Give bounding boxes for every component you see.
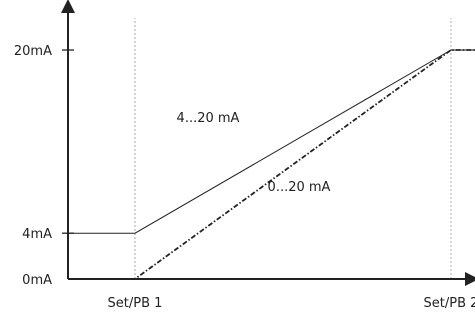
series-label-1: 4...20 mA xyxy=(177,111,240,126)
x-tick-label-2: Set/PB 2 xyxy=(424,296,475,311)
tick-layer: 20mA 4mA 0mA Set/PB 1 Set/PB 2 xyxy=(14,44,475,311)
series-layer xyxy=(68,49,475,280)
series-label-2: 0...20 mA xyxy=(268,180,331,195)
grid-layer xyxy=(134,18,452,279)
x-tick-label-1: Set/PB 1 xyxy=(108,296,163,311)
y-tick-label-1: 4mA xyxy=(22,227,52,242)
y-tick-label-2: 0mA xyxy=(22,273,52,288)
series-line-2 xyxy=(68,49,475,280)
label-layer: 4...20 mA 0...20 mA xyxy=(177,111,331,195)
series-line-1 xyxy=(68,49,475,234)
y-tick-label-0: 20mA xyxy=(14,44,52,59)
